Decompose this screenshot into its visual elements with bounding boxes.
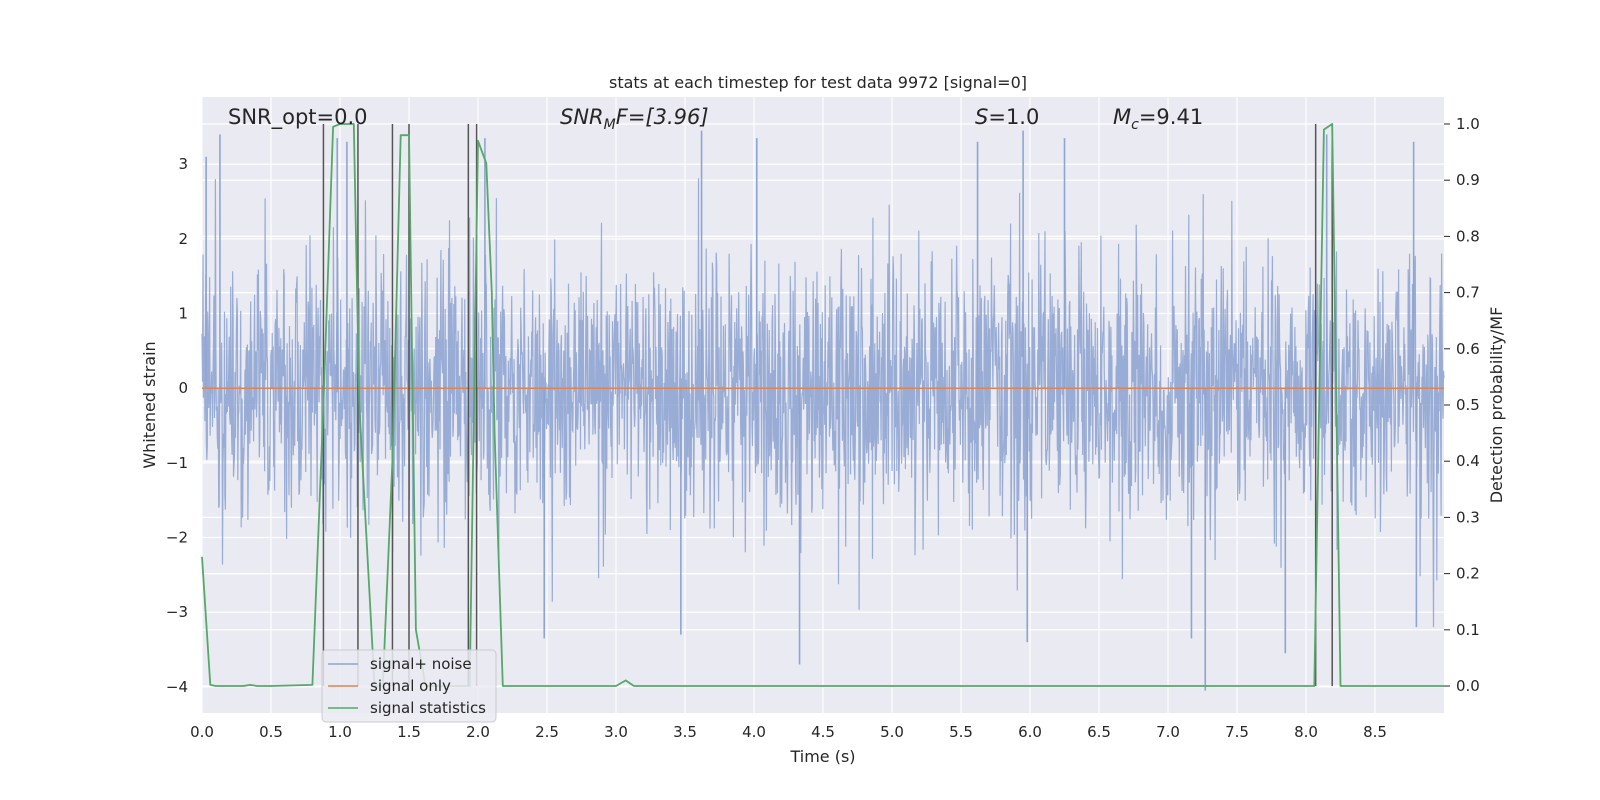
- x-tick-label: 1.0: [328, 723, 352, 741]
- legend-box: [321, 649, 497, 723]
- x-tick-label: 7.0: [1156, 723, 1180, 741]
- legend-label-signal-statistics: signal statistics: [370, 699, 486, 717]
- chart-title: stats at each timestep for test data 997…: [609, 73, 1027, 92]
- annotation-mc-value: =9.41: [1139, 105, 1203, 129]
- x-tick-label: 0.0: [190, 723, 214, 741]
- annotation-s-value: =1.0: [988, 105, 1039, 129]
- y2-axis-label: Detection probability/MF: [1487, 307, 1506, 504]
- legend-label-signal-noise: signal+ noise: [370, 655, 472, 673]
- y2-tick-label: 1.0: [1456, 115, 1480, 133]
- x-tick-label: 2.5: [535, 723, 559, 741]
- x-axis-label: Time (s): [789, 747, 855, 766]
- y-tick-label: 0: [178, 379, 188, 397]
- annotation-snr-mf: SNRMF=[3.96]: [560, 105, 709, 133]
- y2-tick-label: 0.0: [1456, 677, 1480, 695]
- y-tick-label: 3: [178, 155, 188, 173]
- annotation-mc-symbol: M: [1113, 105, 1131, 129]
- y2-tick-label: 0.1: [1456, 621, 1480, 639]
- x-tick-label: 4.5: [811, 723, 835, 741]
- x-tick-label: 2.0: [466, 723, 490, 741]
- x-axis-ticks: 0.0 0.5 1.0 1.5 2.0 2.5 3.0 3.5 4.0 4.5 5.0 5.5 6.0 6…: [190, 723, 1387, 741]
- annotation-snr-opt: SNR_opt=0.0: [228, 105, 368, 130]
- y-axis-label: Whitened strain: [140, 341, 159, 468]
- annotation-s-symbol: S: [975, 105, 988, 129]
- series-signal-statistics: [201, 123, 1444, 687]
- y-tick-label: 1: [178, 305, 188, 323]
- y2-tick-label: 0.8: [1456, 227, 1480, 245]
- y2-tick-label: 0.9: [1456, 171, 1480, 189]
- legend: signal+ noise signal only signal statist…: [321, 649, 497, 723]
- y2-tick-label: 0.7: [1456, 284, 1480, 302]
- y-tick-label: −2: [166, 529, 188, 547]
- annotation-mc: Mc=9.41: [1113, 105, 1203, 133]
- y2-tick-label: 0.6: [1456, 340, 1480, 358]
- y-tick-label: −4: [166, 678, 188, 696]
- x-tick-label: 1.5: [397, 723, 421, 741]
- x-tick-label: 6.0: [1018, 723, 1042, 741]
- x-tick-label: 7.5: [1225, 723, 1249, 741]
- x-tick-label: 0.5: [259, 723, 283, 741]
- annotation-s: S=1.0: [975, 105, 1039, 129]
- y2-tick-label: 0.2: [1456, 565, 1480, 583]
- annotation-snr-mf-symbol: SNR: [560, 105, 604, 129]
- x-tick-label: 5.5: [949, 723, 973, 741]
- y-axis-ticks: −4 −3 −2 −1 0 1 2 3: [166, 155, 188, 696]
- y-tick-label: 2: [178, 230, 188, 248]
- x-tick-label: 5.0: [880, 723, 904, 741]
- y2-tick-label: 0.4: [1456, 452, 1480, 470]
- x-tick-label: 8.5: [1363, 723, 1387, 741]
- legend-label-signal-only: signal only: [370, 677, 451, 695]
- y-tick-label: −1: [166, 454, 188, 472]
- y2-tick-label: 0.3: [1456, 508, 1480, 526]
- x-tick-label: 3.5: [673, 723, 697, 741]
- x-tick-label: 4.0: [742, 723, 766, 741]
- annotation-snr-mf-value: F=[3.96]: [616, 105, 709, 129]
- y-tick-label: −3: [166, 603, 188, 621]
- y2-axis-ticks: 0.0 0.1 0.2 0.3 0.4 0.5 0.6 0.7 0.8 0.9 1.0: [1444, 115, 1480, 695]
- annotation-mc-subscript: c: [1131, 117, 1139, 133]
- signal-statistics-line: [201, 123, 1444, 687]
- y2-tick-label: 0.5: [1456, 396, 1480, 414]
- x-tick-label: 8.0: [1294, 723, 1318, 741]
- annotation-snr-mf-subscript: M: [604, 117, 616, 133]
- x-tick-label: 6.5: [1087, 723, 1111, 741]
- x-tick-label: 3.0: [604, 723, 628, 741]
